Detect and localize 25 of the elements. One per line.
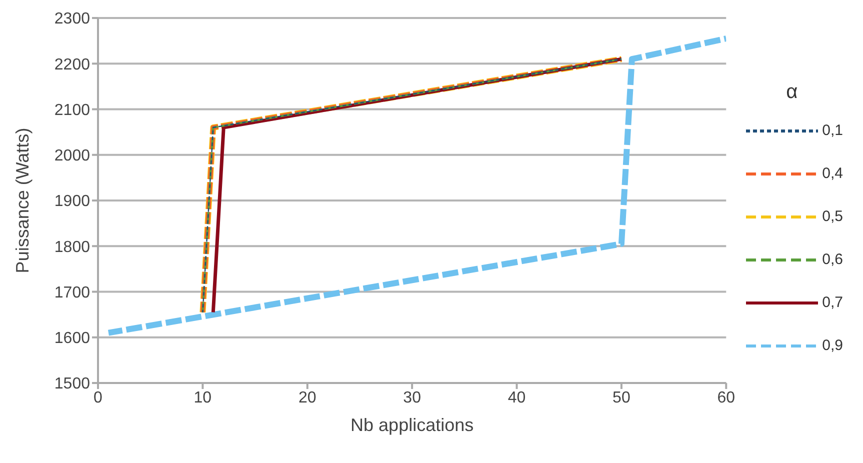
x-tick-label: 0 [94, 389, 103, 406]
legend-label: 0,4 [822, 165, 843, 182]
x-tick-label: 60 [717, 389, 736, 406]
x-tick-label: 30 [403, 389, 422, 406]
y-tick-label: 2300 [54, 10, 90, 28]
y-tick-label: 1500 [54, 376, 90, 393]
y-tick-label: 2100 [54, 102, 90, 119]
legend-label: 0,6 [822, 251, 843, 268]
y-tick-label: 1800 [54, 238, 90, 256]
y-axis-title: Puissance (Watts) [12, 128, 32, 274]
y-tick-label: 1900 [54, 193, 90, 210]
x-tick-label: 40 [508, 389, 526, 406]
y-tick-label: 2000 [54, 148, 90, 165]
legend-label: 0,1 [822, 122, 843, 139]
x-tick-label: 20 [298, 389, 316, 406]
y-tick-label: 2200 [54, 56, 90, 74]
x-axis-title: Nb applications [350, 415, 474, 435]
legend-title: α [785, 81, 799, 104]
legend-label: 0,7 [822, 294, 843, 311]
legend-label: 0,9 [822, 337, 843, 354]
y-tick-label: 1700 [54, 284, 90, 302]
x-tick-label: 50 [612, 389, 630, 406]
x-tick-label: 10 [194, 389, 212, 406]
legend-label: 0,5 [822, 208, 843, 225]
y-tick-label: 1600 [54, 330, 90, 348]
